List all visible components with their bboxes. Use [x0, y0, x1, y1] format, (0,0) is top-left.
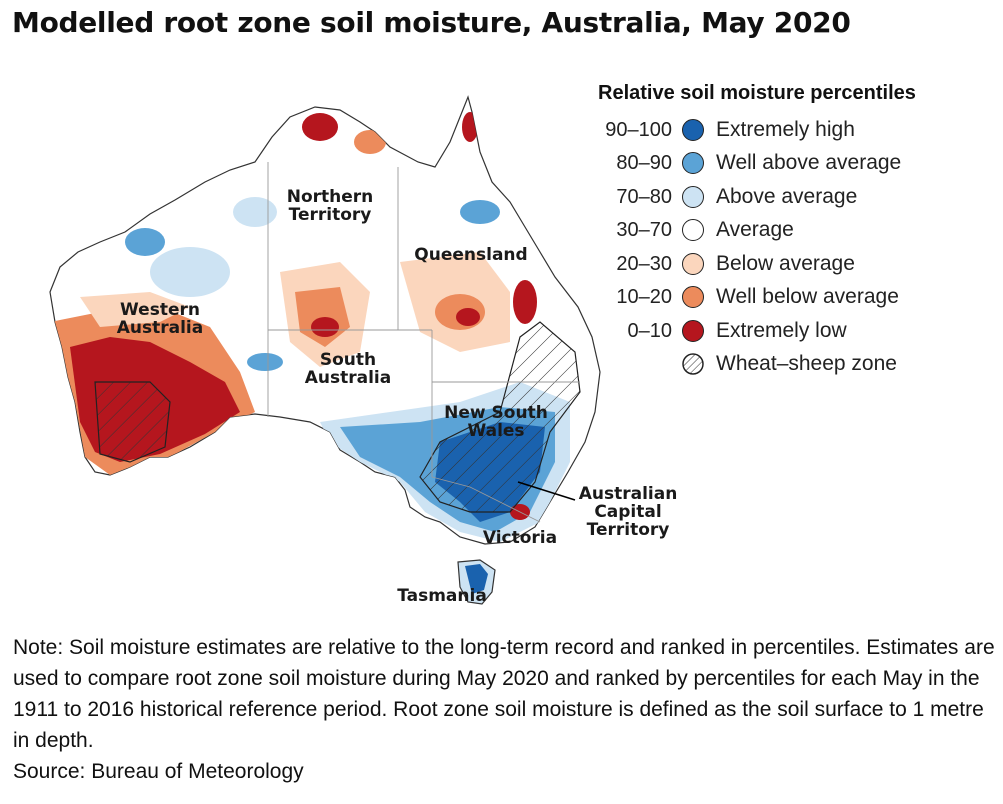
legend-item-below-average: 20–30 Below average [598, 248, 998, 280]
wa-well-above-patch [125, 228, 165, 256]
legend-item-above-average: 70–80 Above average [598, 181, 998, 213]
australia-soil-moisture-map [49, 95, 601, 605]
wheat-sheep-zone-wa [94, 381, 171, 463]
legend-item-well-above: 80–90 Well above average [598, 147, 998, 179]
label-western-australia: Western Australia [116, 300, 204, 338]
legend-label: Below average [716, 252, 855, 275]
legend-range: 10–20 [616, 286, 672, 308]
state-borders [267, 162, 580, 523]
legend-item-wheat-sheep: Wheat–sheep zone [598, 348, 998, 380]
average-swatch-icon [682, 219, 704, 241]
legend-label: Well above average [716, 151, 902, 174]
extremely-low-swatch-icon [682, 320, 704, 342]
wa-above-avg-patch [150, 247, 230, 297]
legend-label: Average [716, 218, 794, 241]
legend-item-extremely-high: 90–100 Extremely high [598, 114, 998, 146]
note-text: Note: Soil moisture estimates are relati… [13, 636, 995, 752]
hatched-circle-icon [682, 353, 704, 375]
wa-blue-streak [247, 353, 283, 371]
legend-range: 70–80 [616, 186, 672, 208]
legend-label: Well below average [716, 285, 899, 308]
legend-range: 0–10 [627, 320, 673, 342]
legend-title: Relative soil moisture percentiles [598, 82, 916, 104]
label-act: Australian Capital Territory [578, 484, 678, 540]
well-above-swatch-icon [682, 152, 704, 174]
below-average-swatch-icon [682, 253, 704, 275]
top-end-red [302, 113, 338, 141]
act-leader-line [517, 481, 576, 501]
chart-title: Modelled root zone soil moisture, Austra… [12, 6, 851, 39]
label-queensland: Queensland [414, 245, 528, 265]
note-block: Note: Soil moisture estimates are relati… [13, 632, 998, 787]
legend-item-extremely-low: 0–10 Extremely low [598, 315, 998, 347]
legend-range: 80–90 [616, 152, 672, 174]
nt-extremely-low [311, 317, 339, 337]
extremely-high-swatch-icon [682, 119, 704, 141]
above-average-swatch-icon [682, 186, 704, 208]
qld-extremely-low [456, 308, 480, 326]
kimberley-blue [233, 197, 277, 227]
wa-below-average-region [80, 292, 190, 327]
legend-label: Wheat–sheep zone [716, 352, 897, 375]
qld-north-blue [460, 200, 500, 224]
legend: Relative soil moisture percentiles 90–10… [598, 82, 998, 382]
tasmania-blue [465, 564, 488, 594]
legend-label: Above average [716, 185, 858, 208]
label-tasmania: Tasmania [397, 586, 487, 606]
label-victoria: Victoria [482, 528, 558, 548]
label-new-south-wales: New South Wales [444, 403, 548, 441]
label-south-australia: South Australia [304, 350, 392, 388]
wheat-sheep-zone-east [419, 321, 581, 513]
legend-range: 90–100 [605, 119, 672, 141]
label-northern-territory: Northern Territory [286, 187, 374, 225]
well-below-swatch-icon [682, 286, 704, 308]
top-end-orange [354, 130, 386, 154]
legend-item-well-below: 10–20 Well below average [598, 281, 998, 313]
source-text: Source: Bureau of Meteorology [13, 760, 304, 783]
legend-range: 20–30 [616, 253, 672, 275]
legend-label: Extremely low [716, 319, 847, 342]
legend-range: 30–70 [616, 219, 672, 241]
qld-coast-red [513, 280, 537, 324]
legend-item-average: 30–70 Average [598, 214, 998, 246]
legend-label: Extremely high [716, 118, 855, 141]
